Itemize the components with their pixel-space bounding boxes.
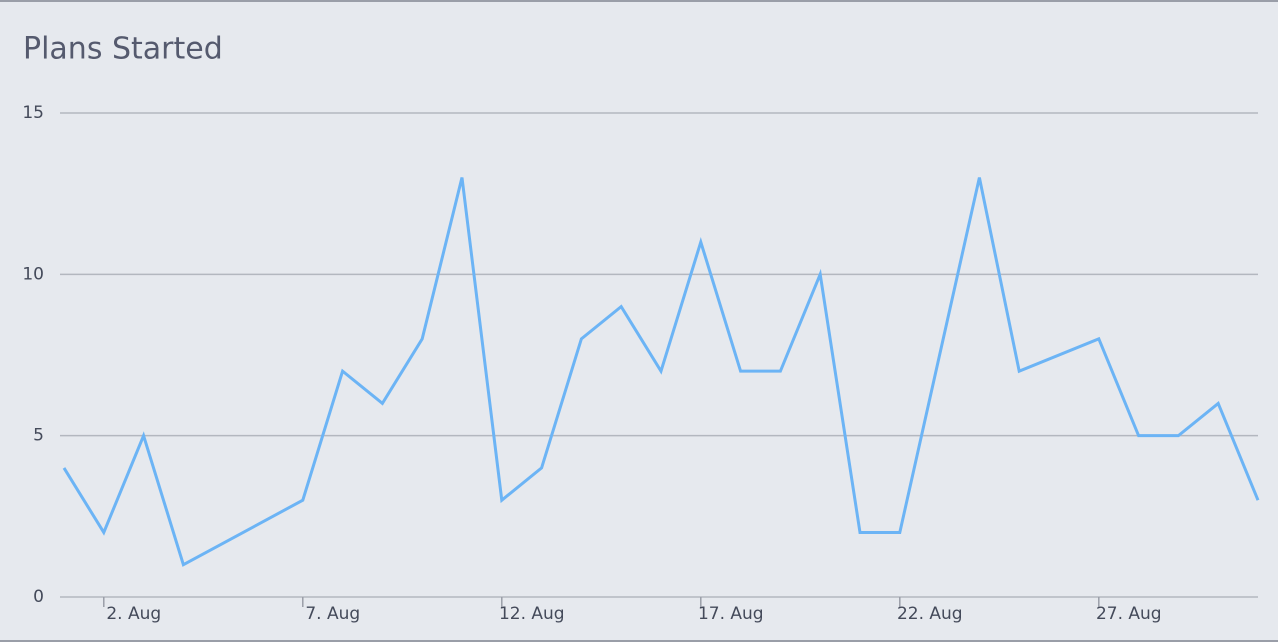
x-tick-label: 7. Aug	[305, 604, 360, 624]
y-tick-label: 15	[22, 103, 44, 123]
x-tick-label: 22. Aug	[897, 604, 963, 624]
y-tick-label: 5	[33, 426, 44, 446]
data-line	[62, 177, 1260, 567]
x-tick-label: 17. Aug	[698, 604, 764, 624]
x-tick-label: 27. Aug	[1096, 604, 1162, 624]
x-tick-label: 2. Aug	[106, 604, 161, 624]
chart-title: Plans Started	[23, 32, 223, 67]
y-tick-label: 10	[22, 264, 44, 284]
y-tick-label: 0	[33, 587, 44, 607]
x-tick-label: 12. Aug	[499, 604, 565, 624]
